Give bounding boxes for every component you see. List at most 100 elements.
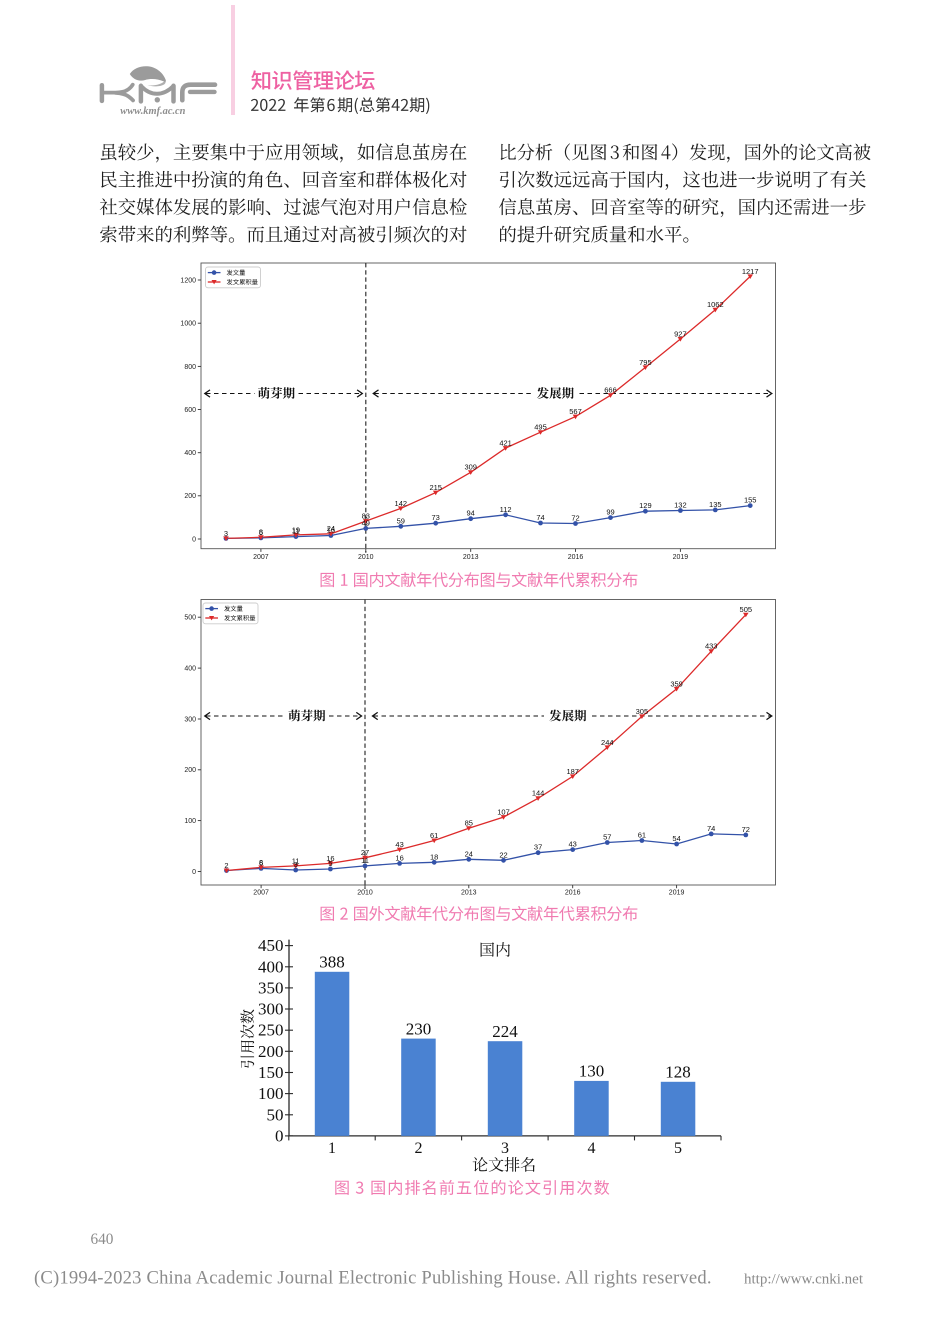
svg-text:1200: 1200 xyxy=(180,277,196,284)
svg-text:1217: 1217 xyxy=(742,267,759,276)
svg-text:224: 224 xyxy=(492,1022,518,1041)
svg-text:73: 73 xyxy=(432,513,440,522)
svg-text:2016: 2016 xyxy=(568,554,584,561)
svg-text:2010: 2010 xyxy=(358,554,374,561)
svg-text:107: 107 xyxy=(497,808,510,817)
svg-text:1062: 1062 xyxy=(707,300,724,309)
svg-text:567: 567 xyxy=(569,407,582,416)
svg-text:132: 132 xyxy=(674,501,687,510)
svg-text:128: 128 xyxy=(665,1063,691,1082)
svg-text:5: 5 xyxy=(328,859,332,868)
svg-text:50: 50 xyxy=(267,1105,284,1124)
svg-text:www.kmf.ac.cn: www.kmf.ac.cn xyxy=(120,106,185,117)
svg-text:500: 500 xyxy=(184,615,196,622)
svg-text:230: 230 xyxy=(406,1019,432,1038)
svg-text:129: 129 xyxy=(639,501,652,510)
svg-text:57: 57 xyxy=(603,833,611,842)
svg-text:100: 100 xyxy=(258,1084,284,1103)
svg-text:200: 200 xyxy=(184,767,196,774)
svg-text:27: 27 xyxy=(361,848,369,857)
svg-text:795: 795 xyxy=(639,358,652,367)
svg-text:2: 2 xyxy=(415,1140,423,1157)
svg-text:6: 6 xyxy=(259,858,263,867)
svg-text:130: 130 xyxy=(579,1062,605,1081)
svg-text:8: 8 xyxy=(259,858,263,867)
svg-text:0: 0 xyxy=(275,1126,284,1145)
svg-text:150: 150 xyxy=(258,1063,284,1082)
svg-text:495: 495 xyxy=(534,423,547,432)
svg-text:16: 16 xyxy=(326,854,334,863)
svg-text:0: 0 xyxy=(192,869,196,876)
svg-text:61: 61 xyxy=(430,831,438,840)
svg-text:3: 3 xyxy=(501,1140,509,1157)
svg-text:142: 142 xyxy=(395,499,408,508)
svg-text:100: 100 xyxy=(184,818,196,825)
svg-text:74: 74 xyxy=(536,513,544,522)
svg-text:505: 505 xyxy=(740,605,753,614)
svg-text:4: 4 xyxy=(588,1140,596,1157)
svg-text:3: 3 xyxy=(224,529,228,538)
svg-text:800: 800 xyxy=(184,364,196,371)
svg-text:350: 350 xyxy=(258,978,284,997)
svg-text:2: 2 xyxy=(224,861,228,870)
svg-text:16: 16 xyxy=(395,853,403,862)
svg-text:388: 388 xyxy=(319,953,345,972)
svg-text:2013: 2013 xyxy=(463,554,479,561)
svg-text:640: 640 xyxy=(91,1231,114,1248)
svg-text:11: 11 xyxy=(292,856,300,865)
svg-text:2010: 2010 xyxy=(357,890,373,897)
svg-text:300: 300 xyxy=(184,716,196,723)
svg-text:450: 450 xyxy=(258,936,284,955)
svg-text:144: 144 xyxy=(532,789,545,798)
svg-text:155: 155 xyxy=(744,496,757,505)
svg-text:305: 305 xyxy=(636,707,649,716)
svg-text:2016: 2016 xyxy=(565,890,581,897)
svg-text:200: 200 xyxy=(184,493,196,500)
svg-text:244: 244 xyxy=(601,738,614,747)
svg-text:2019: 2019 xyxy=(673,554,689,561)
svg-text:1000: 1000 xyxy=(180,321,196,328)
svg-text:22: 22 xyxy=(499,850,507,859)
svg-text:49: 49 xyxy=(362,518,370,527)
svg-text:2013: 2013 xyxy=(461,890,477,897)
svg-text:2007: 2007 xyxy=(253,554,269,561)
svg-text:400: 400 xyxy=(184,450,196,457)
svg-text:11: 11 xyxy=(292,527,300,536)
svg-text:600: 600 xyxy=(184,407,196,414)
svg-text:37: 37 xyxy=(534,843,542,852)
svg-text:85: 85 xyxy=(465,819,473,828)
svg-text:2007: 2007 xyxy=(253,890,269,897)
svg-text:359: 359 xyxy=(670,679,683,688)
svg-text:927: 927 xyxy=(674,329,687,338)
svg-text:200: 200 xyxy=(258,1042,284,1061)
svg-text:5: 5 xyxy=(674,1140,682,1157)
svg-text:300: 300 xyxy=(258,1000,284,1019)
svg-text:74: 74 xyxy=(707,824,715,833)
svg-text:94: 94 xyxy=(467,509,475,518)
svg-text:250: 250 xyxy=(258,1021,284,1040)
svg-text:24: 24 xyxy=(465,849,473,858)
svg-text:(C)1994-2023 China Academic Jo: (C)1994-2023 China Academic Journal Elec… xyxy=(34,1268,712,1289)
svg-text:187: 187 xyxy=(566,767,579,776)
svg-text:72: 72 xyxy=(571,514,579,523)
svg-text:309: 309 xyxy=(464,463,477,472)
svg-text:54: 54 xyxy=(672,834,680,843)
svg-text:43: 43 xyxy=(395,840,403,849)
svg-text:11: 11 xyxy=(361,856,369,865)
svg-text:400: 400 xyxy=(184,666,196,673)
svg-text:18: 18 xyxy=(430,852,438,861)
svg-text:112: 112 xyxy=(500,505,512,514)
svg-text:215: 215 xyxy=(429,483,442,492)
svg-text:61: 61 xyxy=(638,831,646,840)
svg-text:24: 24 xyxy=(327,524,335,533)
svg-text:2019: 2019 xyxy=(669,890,685,897)
svg-text:3: 3 xyxy=(294,860,298,869)
svg-text:5: 5 xyxy=(259,528,263,537)
svg-text:0: 0 xyxy=(192,536,196,543)
svg-text:72: 72 xyxy=(742,825,750,834)
svg-text:666: 666 xyxy=(604,386,617,395)
svg-text:http://www.cnki.net: http://www.cnki.net xyxy=(744,1272,864,1288)
svg-text:400: 400 xyxy=(258,957,284,976)
svg-text:83: 83 xyxy=(362,512,370,521)
svg-text:135: 135 xyxy=(709,500,722,509)
